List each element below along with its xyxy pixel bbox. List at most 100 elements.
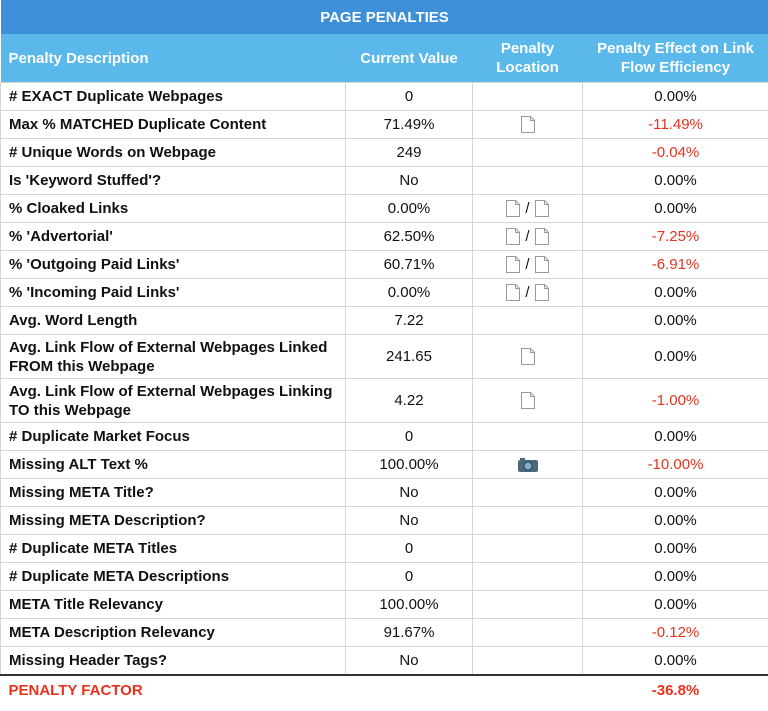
location: / (472, 278, 583, 307)
location: / (472, 222, 583, 251)
effect: 0.00% (581, 422, 768, 451)
current-value: 0 (345, 534, 473, 563)
separator: / (525, 256, 530, 273)
location (472, 378, 583, 423)
current-value: 0 (345, 82, 473, 111)
table-row: % Cloaked Links 0.00%/0.00% (0, 194, 768, 223)
description: % 'Advertorial' (0, 222, 346, 251)
camera-icon[interactable] (517, 457, 539, 473)
description: Missing ALT Text % (0, 450, 346, 479)
document-icon[interactable] (520, 115, 536, 134)
description: # Duplicate META Titles (0, 534, 346, 563)
effect: 0.00% (581, 334, 768, 379)
description: % 'Incoming Paid Links' (0, 278, 346, 307)
current-value: 60.71% (345, 250, 473, 279)
effect: 0.00% (581, 278, 768, 307)
location (472, 334, 583, 379)
location (472, 506, 583, 535)
description: META Title Relevancy (0, 590, 346, 619)
description: % 'Outgoing Paid Links' (0, 250, 346, 279)
description: # Unique Words on Webpage (0, 138, 346, 167)
effect: 0.00% (581, 506, 768, 535)
description: % Cloaked Links (0, 194, 346, 223)
document-icon[interactable] (520, 391, 536, 410)
footer-value: -36.8% (582, 673, 768, 705)
document-icon[interactable] (505, 227, 521, 246)
description: # Duplicate Market Focus (0, 422, 346, 451)
location (472, 166, 583, 195)
current-value: No (345, 166, 473, 195)
document-icon[interactable] (505, 255, 521, 274)
effect: -1.00% (581, 378, 768, 423)
location (472, 110, 583, 139)
table-row: Avg. Link Flow of External Webpages Link… (0, 378, 768, 423)
table-row: Missing META Title? No 0.00% (0, 478, 768, 507)
current-value: 0.00% (345, 194, 473, 223)
location (472, 138, 583, 167)
document-icon[interactable] (534, 199, 550, 218)
document-icon[interactable] (505, 283, 521, 302)
table-row: % 'Outgoing Paid Links' 60.71% / -6.91% (0, 250, 768, 279)
table-row: META Title Relevancy 100.00% 0.00% (0, 590, 768, 619)
header: Penalty Location (472, 34, 583, 83)
table-row: Avg. Word Length 7.22 0.00% (0, 306, 768, 335)
table-row: META Description Relevancy 91.67% -0.12% (0, 618, 768, 647)
location (472, 590, 583, 619)
document-icon[interactable] (534, 283, 550, 302)
separator: / (525, 284, 530, 301)
table-row: # Duplicate Market Focus 0 0.00% (0, 422, 768, 451)
table-row: # EXACT Duplicate Webpages 0 0.00% (0, 82, 768, 111)
effect: -7.25% (581, 222, 768, 251)
location (472, 562, 583, 591)
current-value: 249 (345, 138, 473, 167)
effect: 0.00% (581, 166, 768, 195)
separator: / (525, 228, 530, 245)
current-value: No (345, 646, 473, 675)
effect: 0.00% (581, 82, 768, 111)
footer-label: PENALTY FACTOR (0, 673, 346, 705)
effect: 0.00% (581, 194, 768, 223)
table-row: # Duplicate META Titles 0 0.00% (0, 534, 768, 563)
effect: -0.12% (581, 618, 768, 647)
description: Avg. Link Flow of External Webpages Link… (0, 378, 346, 423)
effect: 0.00% (581, 646, 768, 675)
current-value: 241.65 (345, 334, 473, 379)
header: Penalty Description (0, 34, 346, 83)
effect: 0.00% (581, 306, 768, 335)
description: # EXACT Duplicate Webpages (0, 82, 346, 111)
location: / (472, 250, 583, 279)
location (472, 450, 583, 479)
table-row: # Unique Words on Webpage 249 -0.04% (0, 138, 768, 167)
current-value: 7.22 (345, 306, 473, 335)
location (472, 646, 583, 675)
location (472, 618, 583, 647)
document-icon[interactable] (534, 227, 550, 246)
document-icon[interactable] (534, 255, 550, 274)
header: Current Value (345, 34, 473, 83)
header: Penalty Effect on Link Flow Efficiency (582, 34, 768, 83)
document-icon[interactable] (505, 199, 521, 218)
document-icon[interactable] (520, 347, 536, 366)
current-value: 71.49% (345, 110, 473, 139)
current-value: 0.00% (345, 278, 473, 307)
description: Missing Header Tags? (0, 646, 346, 675)
table-body: # EXACT Duplicate Webpages 0 0.00% Max % MA… (0, 82, 768, 675)
current-value: No (345, 506, 473, 535)
current-value: 91.67% (345, 618, 473, 647)
effect: -11.49% (581, 110, 768, 139)
effect: 0.00% (581, 590, 768, 619)
effect: -10.00% (581, 450, 768, 479)
location (472, 306, 583, 335)
separator: / (525, 200, 530, 217)
location (472, 478, 583, 507)
description: META Description Relevancy (0, 618, 346, 647)
table-row: Is 'Keyword Stuffed'? No 0.00% (0, 166, 768, 195)
table-title: PAGE PENALTIES (0, 0, 768, 34)
location (472, 422, 583, 451)
table-row: # Duplicate META Descriptions 0 0.00% (0, 562, 768, 591)
description: Missing META Title? (0, 478, 346, 507)
table-row: Avg. Link Flow of External Webpages Link… (0, 334, 768, 379)
description: Missing META Description? (0, 506, 346, 535)
location (472, 534, 583, 563)
